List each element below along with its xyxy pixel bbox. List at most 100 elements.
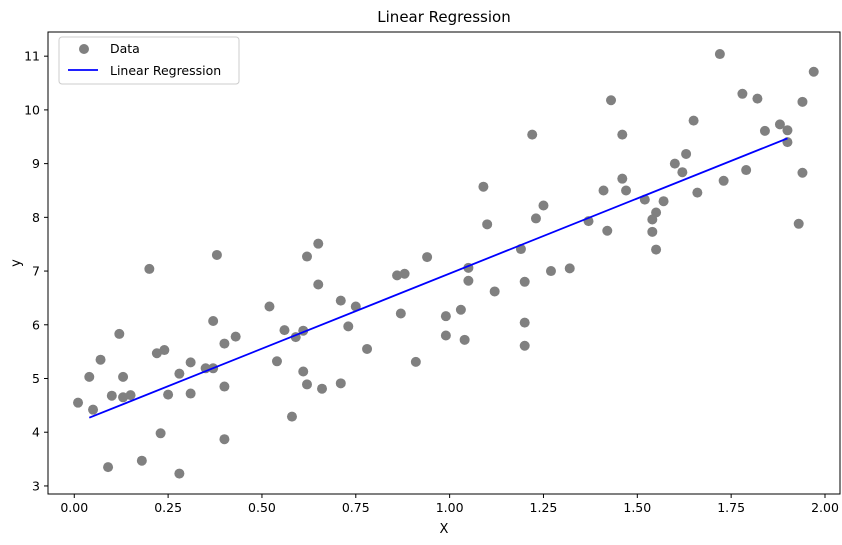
data-point [208,316,219,327]
x-tick-label: 1.50 [623,500,651,515]
data-point [362,343,373,354]
y-axis-title: y [9,259,24,267]
data-point [422,252,433,263]
data-point [151,348,162,359]
x-tick-label: 0.75 [342,500,370,515]
x-tick-label: 1.75 [717,500,745,515]
regression-line [88,137,788,419]
legend-box [58,36,240,85]
data-point [714,49,725,60]
data-point [343,321,354,332]
data-point [482,219,493,230]
data-point [395,308,406,319]
data-point [527,129,538,140]
data-point [530,213,541,224]
data-point [73,397,84,408]
data-point [159,345,170,356]
data-point [519,340,530,351]
data-point [163,389,174,400]
data-point [125,390,136,401]
legend-label-data: Data [110,41,140,56]
data-point [602,225,613,236]
data-point [106,390,117,401]
data-point [271,356,282,367]
data-point [392,270,403,281]
y-axis: 3 4 5 6 7 8 9 10 11 [24,49,48,493]
data-point [399,268,410,279]
data-point [519,317,530,328]
data-point [185,388,196,399]
data-point [264,301,275,312]
data-point [737,88,748,99]
x-tick-label: 1.00 [436,500,464,515]
data-point [519,276,530,287]
data-point [174,468,185,479]
data-point [174,368,185,379]
data-point [669,158,680,169]
data-point [793,218,804,229]
data-point [335,295,346,306]
data-point [621,185,632,196]
data-point [219,338,230,349]
chart-title: Linear Regression [377,8,510,26]
data-point [211,249,222,260]
data-point [350,301,361,312]
x-tick-label: 0.00 [60,500,88,515]
data-point [797,96,808,107]
data-point [440,330,451,341]
data-point [489,286,500,297]
data-point [88,404,99,415]
data-point [95,354,106,365]
x-axis-title: X [440,522,449,537]
data-point [185,357,196,368]
data-point [774,119,785,130]
y-tick-label: 10 [24,102,40,117]
data-point [797,167,808,178]
legend-label-regression: Linear Regression [110,63,221,78]
y-tick-label: 5 [32,371,40,386]
data-point [317,383,328,394]
x-tick-label: 2.00 [811,500,839,515]
y-tick-label: 8 [32,210,40,225]
data-point [692,187,703,198]
data-point [84,371,95,382]
data-point [230,331,241,342]
y-tick-label: 11 [24,49,40,64]
y-tick-label: 3 [32,478,40,493]
data-point [313,279,324,290]
data-point [617,173,628,184]
data-point [335,378,346,389]
data-point [302,379,312,390]
plot-frame [47,31,841,495]
data-point [478,181,489,192]
data-point [741,165,752,176]
data-point [410,356,421,367]
data-point [782,125,793,136]
data-point [651,244,662,255]
data-point [455,304,466,315]
data-point [463,275,474,286]
data-point [658,196,669,207]
x-tick-label: 0.25 [154,500,182,515]
data-point [286,411,297,422]
x-axis: 0.00 0.25 0.50 0.75 1.00 1.25 1.50 1.75 2.00 [60,494,839,515]
data-point [718,175,729,186]
x-tick-label: 0.50 [248,500,276,515]
data-point [651,207,662,218]
y-tick-label: 6 [32,317,40,332]
data-point [545,266,556,277]
plot-area [73,49,819,479]
data-point [219,434,230,445]
data-point [298,366,309,377]
data-point [219,381,230,392]
data-point [677,167,688,178]
data-point [440,311,451,322]
data-point [681,148,692,159]
data-point [617,129,628,140]
data-point [118,371,129,382]
data-point [114,328,125,339]
data-point [279,325,290,336]
legend: Data Linear Regression [58,36,240,85]
data-point [144,263,155,274]
y-tick-label: 7 [32,264,40,279]
